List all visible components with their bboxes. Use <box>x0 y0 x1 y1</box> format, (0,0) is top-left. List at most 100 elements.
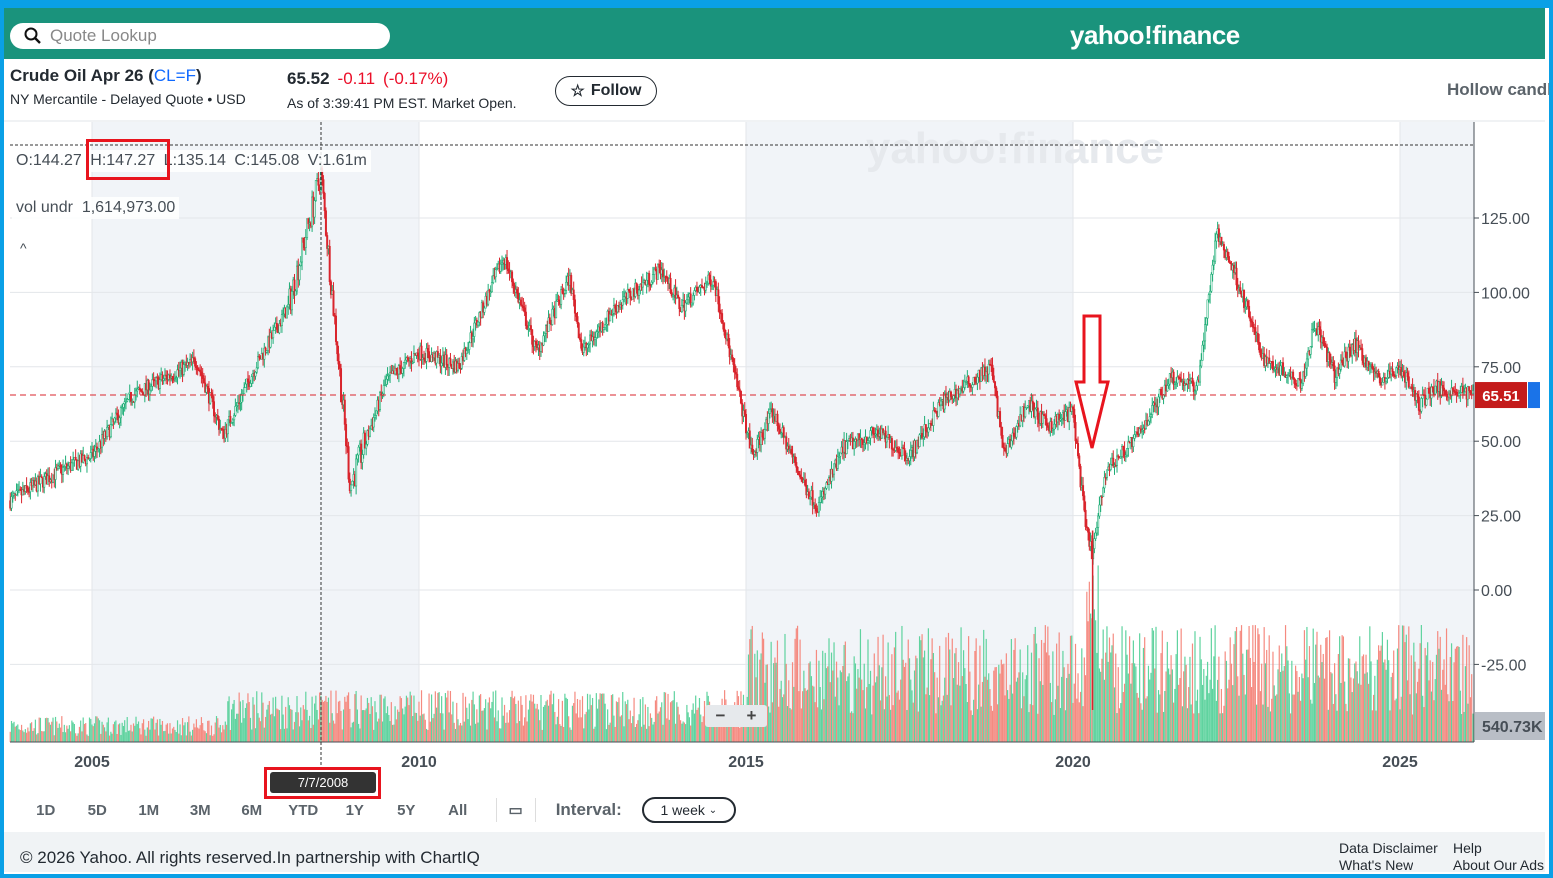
volume-bar <box>393 724 395 742</box>
candle-body <box>290 291 293 311</box>
volume-bar <box>205 733 208 742</box>
candle-body <box>263 347 266 360</box>
candle-body <box>179 367 182 372</box>
candle-body <box>113 417 116 423</box>
link-help[interactable]: Help <box>1453 840 1482 856</box>
candle-body <box>932 410 935 426</box>
range-6m[interactable]: 6M <box>241 801 263 819</box>
volume-bar <box>135 716 137 742</box>
candle-body <box>192 357 195 360</box>
volume-bar <box>473 704 475 742</box>
range-1d[interactable]: 1D <box>36 801 56 819</box>
volume-bar <box>805 690 807 742</box>
shaded-band <box>1400 122 1474 742</box>
volume-bar <box>96 716 98 742</box>
volume-bar <box>306 709 308 742</box>
range-5y[interactable]: 5Y <box>397 801 416 819</box>
volume-bar <box>898 699 901 742</box>
candle-body <box>495 268 498 271</box>
volume-bar <box>1239 630 1241 742</box>
zoom-out-button[interactable]: − <box>715 706 726 725</box>
candle-body <box>140 389 143 392</box>
volume-bar <box>566 698 569 742</box>
quote-lookup-input[interactable]: Quote Lookup <box>10 23 390 49</box>
volume-bar <box>630 723 633 742</box>
volume-bar <box>691 709 693 742</box>
volume-bar <box>1468 645 1470 742</box>
volume-bar <box>91 724 93 742</box>
zoom-controls: − + <box>705 705 767 727</box>
volume-bar <box>1296 671 1298 742</box>
collapse-icon[interactable]: ^ <box>20 240 27 256</box>
candle-body <box>1317 326 1320 336</box>
candle-body <box>1045 418 1048 426</box>
candle-body <box>1347 346 1350 362</box>
candle-body <box>67 465 70 469</box>
volume-bar <box>1411 714 1414 742</box>
range-1y[interactable]: 1Y <box>345 801 364 819</box>
candle-body <box>1103 477 1106 489</box>
candle-body <box>651 274 654 283</box>
candle-body <box>1046 425 1049 428</box>
volume-bar <box>1188 687 1190 742</box>
volume-bar <box>278 710 280 742</box>
interval-select[interactable]: 1 week ⌄ <box>641 797 736 823</box>
volume-bar <box>1429 660 1431 742</box>
candle-body <box>760 432 763 445</box>
volume-bar <box>501 697 503 742</box>
volume-bar <box>1423 707 1425 742</box>
candle-body <box>199 369 202 373</box>
volume-bar <box>575 713 577 742</box>
range-5d[interactable]: 5D <box>87 801 107 819</box>
candle-body <box>406 357 409 360</box>
candle-body <box>700 285 703 288</box>
candle-body <box>819 496 822 503</box>
volume-bar <box>1201 684 1204 742</box>
volume-bar <box>485 699 487 742</box>
link-whats-new[interactable]: What's New <box>1339 857 1414 870</box>
volume-bar <box>1008 698 1010 742</box>
candle-body <box>209 392 212 404</box>
candle-body <box>976 376 979 384</box>
range-all[interactable]: All <box>448 801 468 819</box>
volume-bar <box>510 696 512 742</box>
volume-bar <box>267 704 269 742</box>
volume-bar <box>903 666 906 742</box>
volume-bar <box>183 725 185 742</box>
volume-bar <box>1427 642 1429 742</box>
volume-bar <box>1121 626 1123 742</box>
volume-bar <box>262 702 264 742</box>
link-data-disclaimer[interactable]: Data Disclaimer <box>1339 840 1438 856</box>
volume-bar <box>534 703 536 742</box>
yahoo-finance-logo[interactable]: yahoo!finance <box>1070 20 1240 50</box>
volume-bar <box>155 722 157 742</box>
volume-bar <box>358 723 360 742</box>
volume-bar <box>47 717 49 742</box>
candle-body <box>201 375 204 379</box>
candle-body <box>958 388 961 395</box>
volume-bar <box>1134 663 1136 742</box>
volume-bar <box>413 695 415 742</box>
chart-type-select[interactable]: Hollow candle <box>1447 80 1553 99</box>
calendar-icon[interactable]: ▭ <box>508 802 523 819</box>
volume-bar <box>858 677 860 742</box>
volume-bar <box>340 710 342 742</box>
zoom-in-button[interactable]: + <box>746 706 757 725</box>
range-1m[interactable]: 1M <box>138 801 160 819</box>
symbol[interactable]: CL=F <box>153 66 196 85</box>
volume-bar <box>1325 637 1327 742</box>
link-about-ads[interactable]: About Our Ads <box>1453 857 1545 870</box>
volume-bar <box>871 714 873 742</box>
range-ytd[interactable]: YTD <box>288 801 319 819</box>
candle-body <box>1258 341 1261 351</box>
volume-bar <box>573 703 575 742</box>
volume-bar <box>353 721 355 742</box>
candle-body <box>799 474 802 478</box>
candle-body <box>272 330 275 339</box>
follow-button[interactable]: ☆ Follow <box>555 76 657 106</box>
volume-bar <box>315 695 317 742</box>
range-3m[interactable]: 3M <box>189 801 211 819</box>
volume-bar <box>125 732 127 742</box>
candle-body <box>634 282 637 297</box>
